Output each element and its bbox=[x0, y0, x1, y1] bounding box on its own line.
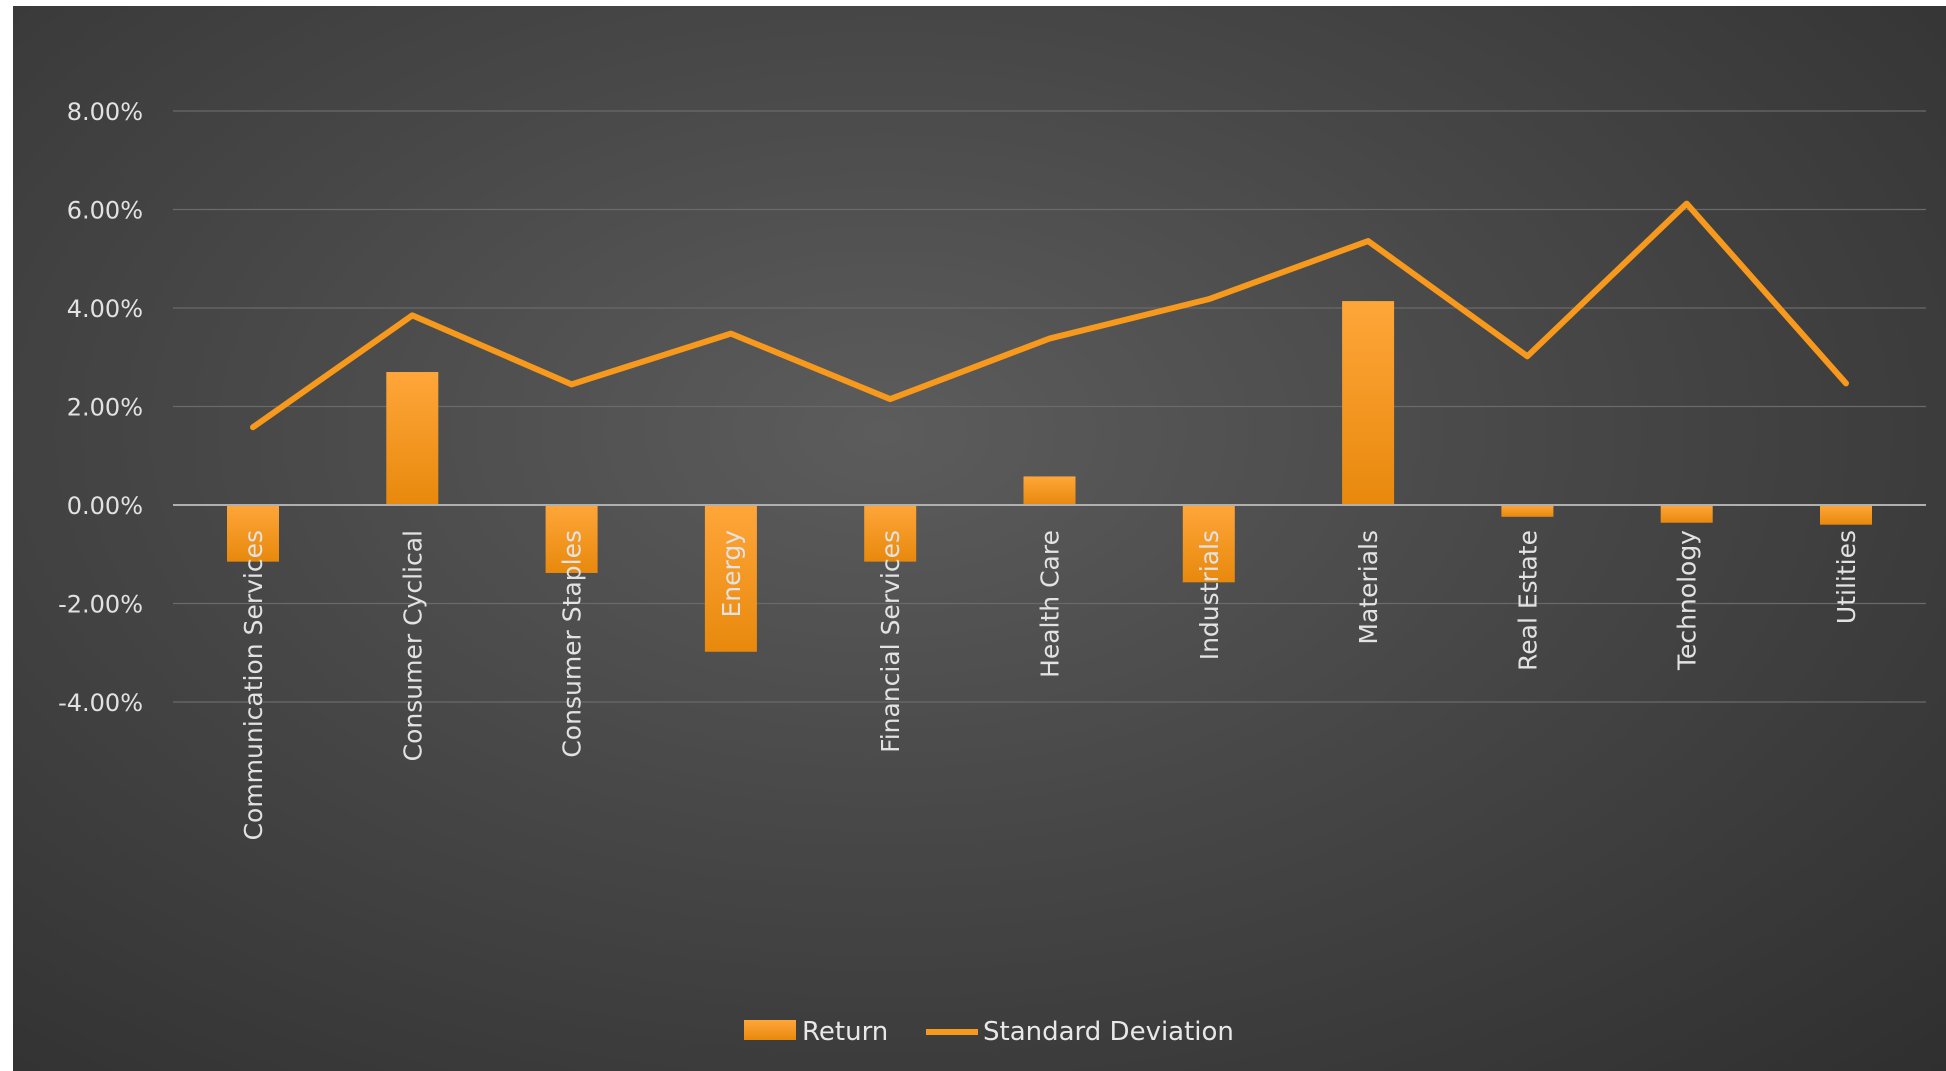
return-bar bbox=[227, 505, 279, 562]
legend-return-swatch bbox=[744, 1020, 796, 1040]
return-bar bbox=[1182, 505, 1235, 583]
return-bar bbox=[704, 505, 757, 652]
legend-return-label: Return bbox=[802, 1017, 888, 1047]
chart-svg: 8.00% 6.00% 4.00% 2.00% 0.00% -2.00% -4.00% Co… bbox=[58, 98, 1926, 1047]
std-dev-line bbox=[250, 200, 1849, 431]
x-category-label: Real Estate bbox=[1513, 530, 1542, 671]
legend: Return Standard Deviation bbox=[744, 1017, 1234, 1047]
x-category-label: Communication Services bbox=[239, 530, 268, 840]
x-axis-categories: Communication Services Consumer Cyclical C… bbox=[239, 530, 1861, 841]
y-tick-label: 2.00% bbox=[67, 394, 143, 422]
x-category-label: Consumer Cyclical bbox=[398, 530, 427, 761]
y-tick-label: 0.00% bbox=[67, 492, 143, 520]
x-category-label: Industrials bbox=[1195, 530, 1224, 660]
return-bar bbox=[1820, 505, 1872, 525]
return-bar bbox=[1660, 505, 1713, 523]
y-axis-ticks: 8.00% 6.00% 4.00% 2.00% 0.00% -2.00% -4.00% bbox=[58, 98, 143, 717]
return-bar bbox=[545, 505, 598, 573]
x-category-label: Financial Services bbox=[876, 530, 905, 753]
gridlines bbox=[173, 110, 1926, 703]
y-tick-label: -4.00% bbox=[58, 689, 143, 717]
y-tick-label: 4.00% bbox=[67, 295, 143, 323]
return-bar bbox=[1342, 301, 1395, 505]
return-bars bbox=[227, 301, 1872, 652]
return-bar bbox=[1501, 505, 1554, 517]
legend-std-dev-label: Standard Deviation bbox=[983, 1017, 1234, 1047]
y-tick-label: -2.00% bbox=[58, 591, 143, 619]
std-dev-polyline bbox=[250, 200, 1849, 431]
x-category-label: Utilities bbox=[1832, 530, 1861, 624]
y-tick-label: 8.00% bbox=[67, 98, 143, 126]
x-category-label: Energy bbox=[717, 530, 746, 618]
return-bar bbox=[1023, 476, 1076, 505]
x-category-label: Health Care bbox=[1036, 530, 1065, 678]
x-category-label: Technology bbox=[1673, 530, 1702, 671]
return-bar bbox=[864, 505, 917, 562]
y-tick-label: 6.00% bbox=[67, 197, 143, 225]
x-category-label: Materials bbox=[1354, 530, 1383, 645]
chart-area: 8.00% 6.00% 4.00% 2.00% 0.00% -2.00% -4.00% Co… bbox=[13, 6, 1946, 1071]
x-category-label: Consumer Staples bbox=[558, 530, 587, 758]
return-bar bbox=[386, 372, 439, 505]
